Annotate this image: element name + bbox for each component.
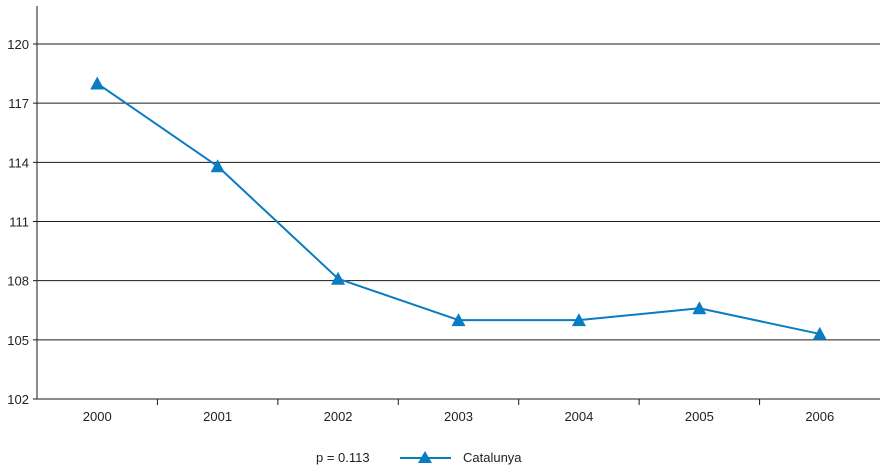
y-tick-labels: 102 105 108 111 114 117 120 [7,37,29,407]
legend-note: p = 0.113 [316,450,370,465]
y-tick-label: 108 [7,274,29,289]
x-tick-label: 2003 [444,409,473,424]
data-point-2006 [812,326,827,340]
x-tick-labels: 2000 2001 2002 2003 2004 2005 2006 [83,409,834,424]
series-catalunya [90,76,827,340]
data-point-2002 [331,271,346,285]
data-point-2000 [90,76,105,90]
legend-series-label: Catalunya [463,450,522,465]
y-tick-label: 120 [7,37,29,52]
y-tick-label: 111 [9,215,29,230]
legend-marker-triangle [418,451,432,463]
y-tick-label: 102 [7,392,29,407]
y-tick-label: 114 [8,155,29,170]
data-point-2004 [571,313,586,327]
x-tick-label: 2006 [805,409,834,424]
data-point-2001 [210,159,225,173]
axes [33,6,761,405]
y-tick-label: 117 [8,96,29,111]
x-tick-label: 2001 [203,409,232,424]
series-line [96,82,820,335]
x-tick-label: 2000 [83,409,112,424]
x-tick-label: 2002 [324,409,353,424]
data-point-2003 [451,313,466,327]
y-tick-label: 105 [7,333,29,348]
legend: p = 0.113 Catalunya [316,450,522,465]
gridlines [37,43,880,400]
x-tick-label: 2005 [685,409,714,424]
x-tick-label: 2004 [564,409,593,424]
data-point-2005 [692,301,707,315]
